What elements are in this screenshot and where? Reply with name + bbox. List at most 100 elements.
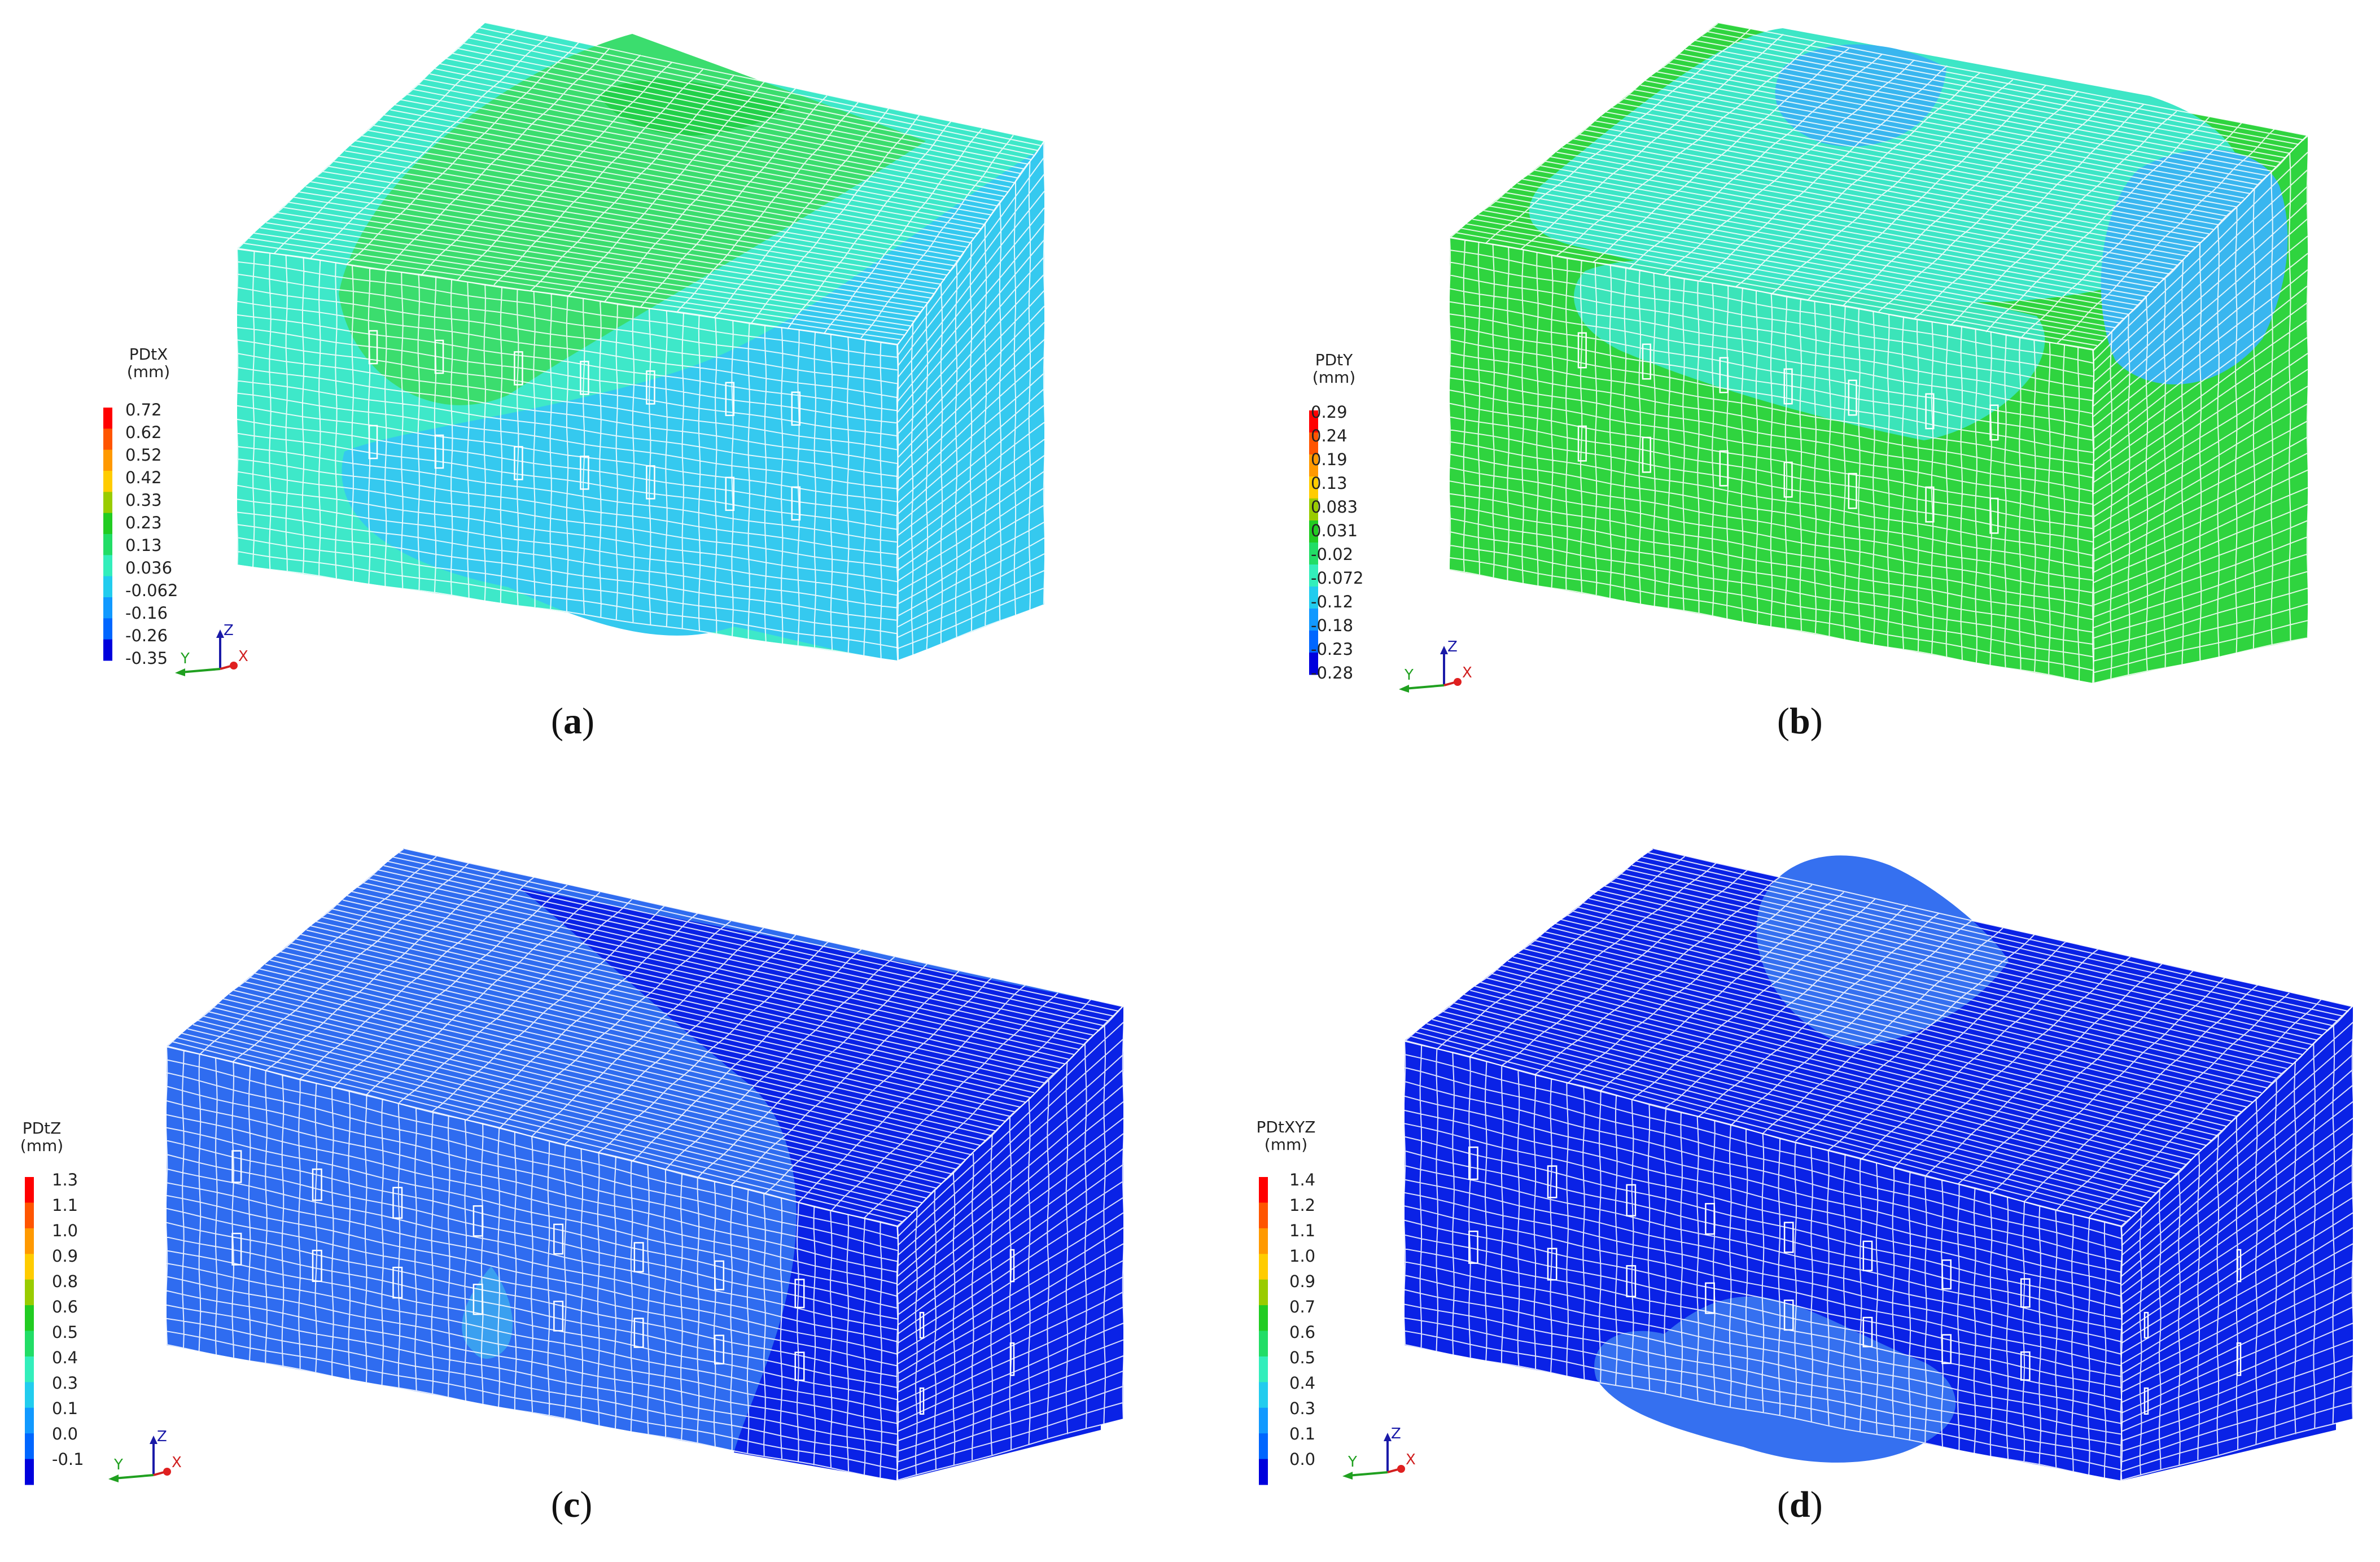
- legend-tick: -0.12: [1311, 592, 1354, 611]
- legend-swatch: [103, 576, 112, 598]
- window-opening: [791, 486, 801, 521]
- front-windows: [368, 330, 801, 521]
- window-opening: [2236, 1249, 2242, 1283]
- window-opening: [434, 339, 444, 374]
- legend-swatch: [1259, 1254, 1268, 1280]
- legend-tick: 0.33: [125, 491, 162, 510]
- side-mesh: [896, 141, 1046, 662]
- window-opening: [794, 1351, 805, 1381]
- legend-swatch: [1309, 454, 1318, 477]
- z-axis-arrow: [150, 1436, 158, 1444]
- legend-swatch: [1259, 1177, 1268, 1203]
- panel-a: Z Y X PDtX (mm) 0.72 0.62 0.52 0.42 0.33 0…: [0, 0, 1190, 781]
- window-opening: [1989, 497, 1999, 534]
- x-axis-dot: [163, 1468, 171, 1476]
- window-opening: [714, 1335, 725, 1365]
- window-opening: [1547, 1248, 1558, 1281]
- window-opening: [1468, 1230, 1478, 1264]
- window-opening: [646, 370, 655, 405]
- legend-tick: 0.52: [125, 445, 162, 465]
- x-axis-label: X: [1406, 1451, 1416, 1468]
- front-mesh: [1448, 237, 2095, 685]
- legend-swatch: [1259, 1407, 1268, 1434]
- window-opening: [514, 446, 523, 480]
- legend-swatch: [25, 1305, 34, 1331]
- legend-title-c: PDtZ (mm): [14, 1119, 70, 1154]
- z-axis-label: Z: [1447, 638, 1458, 655]
- window-opening: [1719, 357, 1729, 393]
- axis-triad-c: Z Y X: [108, 1428, 182, 1482]
- side-mesh: [2092, 134, 2309, 684]
- legend-swatch: [25, 1228, 34, 1254]
- caption-paren: ): [1810, 1484, 1823, 1525]
- foot-face: [898, 1357, 1101, 1481]
- window-opening: [1848, 472, 1857, 509]
- legend-swatch: [25, 1279, 34, 1306]
- legend-quantity-a: PDtX: [129, 345, 168, 364]
- window-opening: [646, 465, 655, 500]
- legend-tick: 0.42: [125, 468, 162, 487]
- legend-tick: 0.031: [1311, 521, 1358, 540]
- window-opening: [1862, 1240, 1873, 1271]
- legend-tick: -0.18: [1311, 616, 1354, 635]
- window-opening: [514, 351, 523, 386]
- legend-swatch: [103, 513, 112, 535]
- legend-tick: 0.4: [52, 1348, 78, 1367]
- window-opening: [1642, 436, 1651, 473]
- legend-tick: 0.0: [1289, 1450, 1316, 1469]
- front-mesh: [165, 1045, 899, 1482]
- window-opening: [1783, 1300, 1794, 1331]
- legend-swatch: [25, 1202, 34, 1229]
- caption-letter: d: [1789, 1484, 1810, 1525]
- legend-swatch: [25, 1433, 34, 1460]
- legend-tick: 1.4: [1289, 1170, 1316, 1189]
- window-opening: [919, 1311, 925, 1339]
- legend-swatch: [1309, 609, 1318, 631]
- window-opening: [1468, 1147, 1478, 1180]
- legend-tick: 0.0: [52, 1424, 78, 1443]
- window-opening: [368, 330, 378, 365]
- caption-c: (c): [551, 1484, 592, 1526]
- mesh-lines: [896, 141, 1046, 662]
- axis-triad-d: Z Y X: [1342, 1425, 1416, 1480]
- legend-tick: 0.13: [1311, 474, 1348, 493]
- window-opening: [633, 1318, 644, 1348]
- axis-triad-b: Z Y X: [1399, 638, 1472, 693]
- caption-paren: (: [551, 1484, 563, 1525]
- legend-swatch: [25, 1459, 34, 1485]
- window-opening: [2236, 1342, 2242, 1376]
- legend-swatch: [25, 1382, 34, 1408]
- legend-swatch: [1259, 1228, 1268, 1254]
- window-opening: [312, 1168, 322, 1201]
- legend-tick: 0.036: [125, 558, 173, 577]
- window-opening: [1642, 343, 1651, 380]
- legend-swatch: [1259, 1433, 1268, 1460]
- x-axis-dot: [1397, 1465, 1405, 1473]
- legend-title-d: PDtXYZ (mm): [1246, 1118, 1325, 1153]
- window-opening: [1626, 1265, 1637, 1298]
- contour-plot-d: Z Y X: [1259, 848, 2355, 1485]
- legend-unit-d: (mm): [1264, 1135, 1308, 1154]
- x-axis-dot: [1454, 678, 1462, 686]
- window-opening: [368, 425, 378, 460]
- legend-tick: 0.13: [125, 536, 162, 555]
- legend-swatch: [1309, 432, 1318, 455]
- legend-tick: 0.72: [125, 400, 162, 419]
- legend-swatch: [1309, 587, 1318, 609]
- legend-swatch: [1309, 498, 1318, 521]
- legend-tick: 0.9: [52, 1246, 78, 1266]
- y-axis-label: Y: [113, 1456, 123, 1473]
- window-opening: [231, 1150, 242, 1183]
- side-windows: [2143, 1249, 2242, 1415]
- legend-tick: 0.7: [1289, 1297, 1316, 1316]
- window-opening: [2020, 1278, 2031, 1308]
- legend-tick: 0.5: [52, 1323, 78, 1342]
- window-opening: [580, 361, 589, 395]
- legend-bar-d: [1259, 1177, 1268, 1485]
- legend-swatch: [1309, 565, 1318, 587]
- legend-unit-b: (mm): [1312, 368, 1356, 387]
- legend-unit-c: (mm): [20, 1136, 64, 1155]
- window-opening: [2020, 1351, 2031, 1381]
- legend-tick: -0.23: [1311, 640, 1354, 659]
- mesh-lines: [2092, 134, 2309, 684]
